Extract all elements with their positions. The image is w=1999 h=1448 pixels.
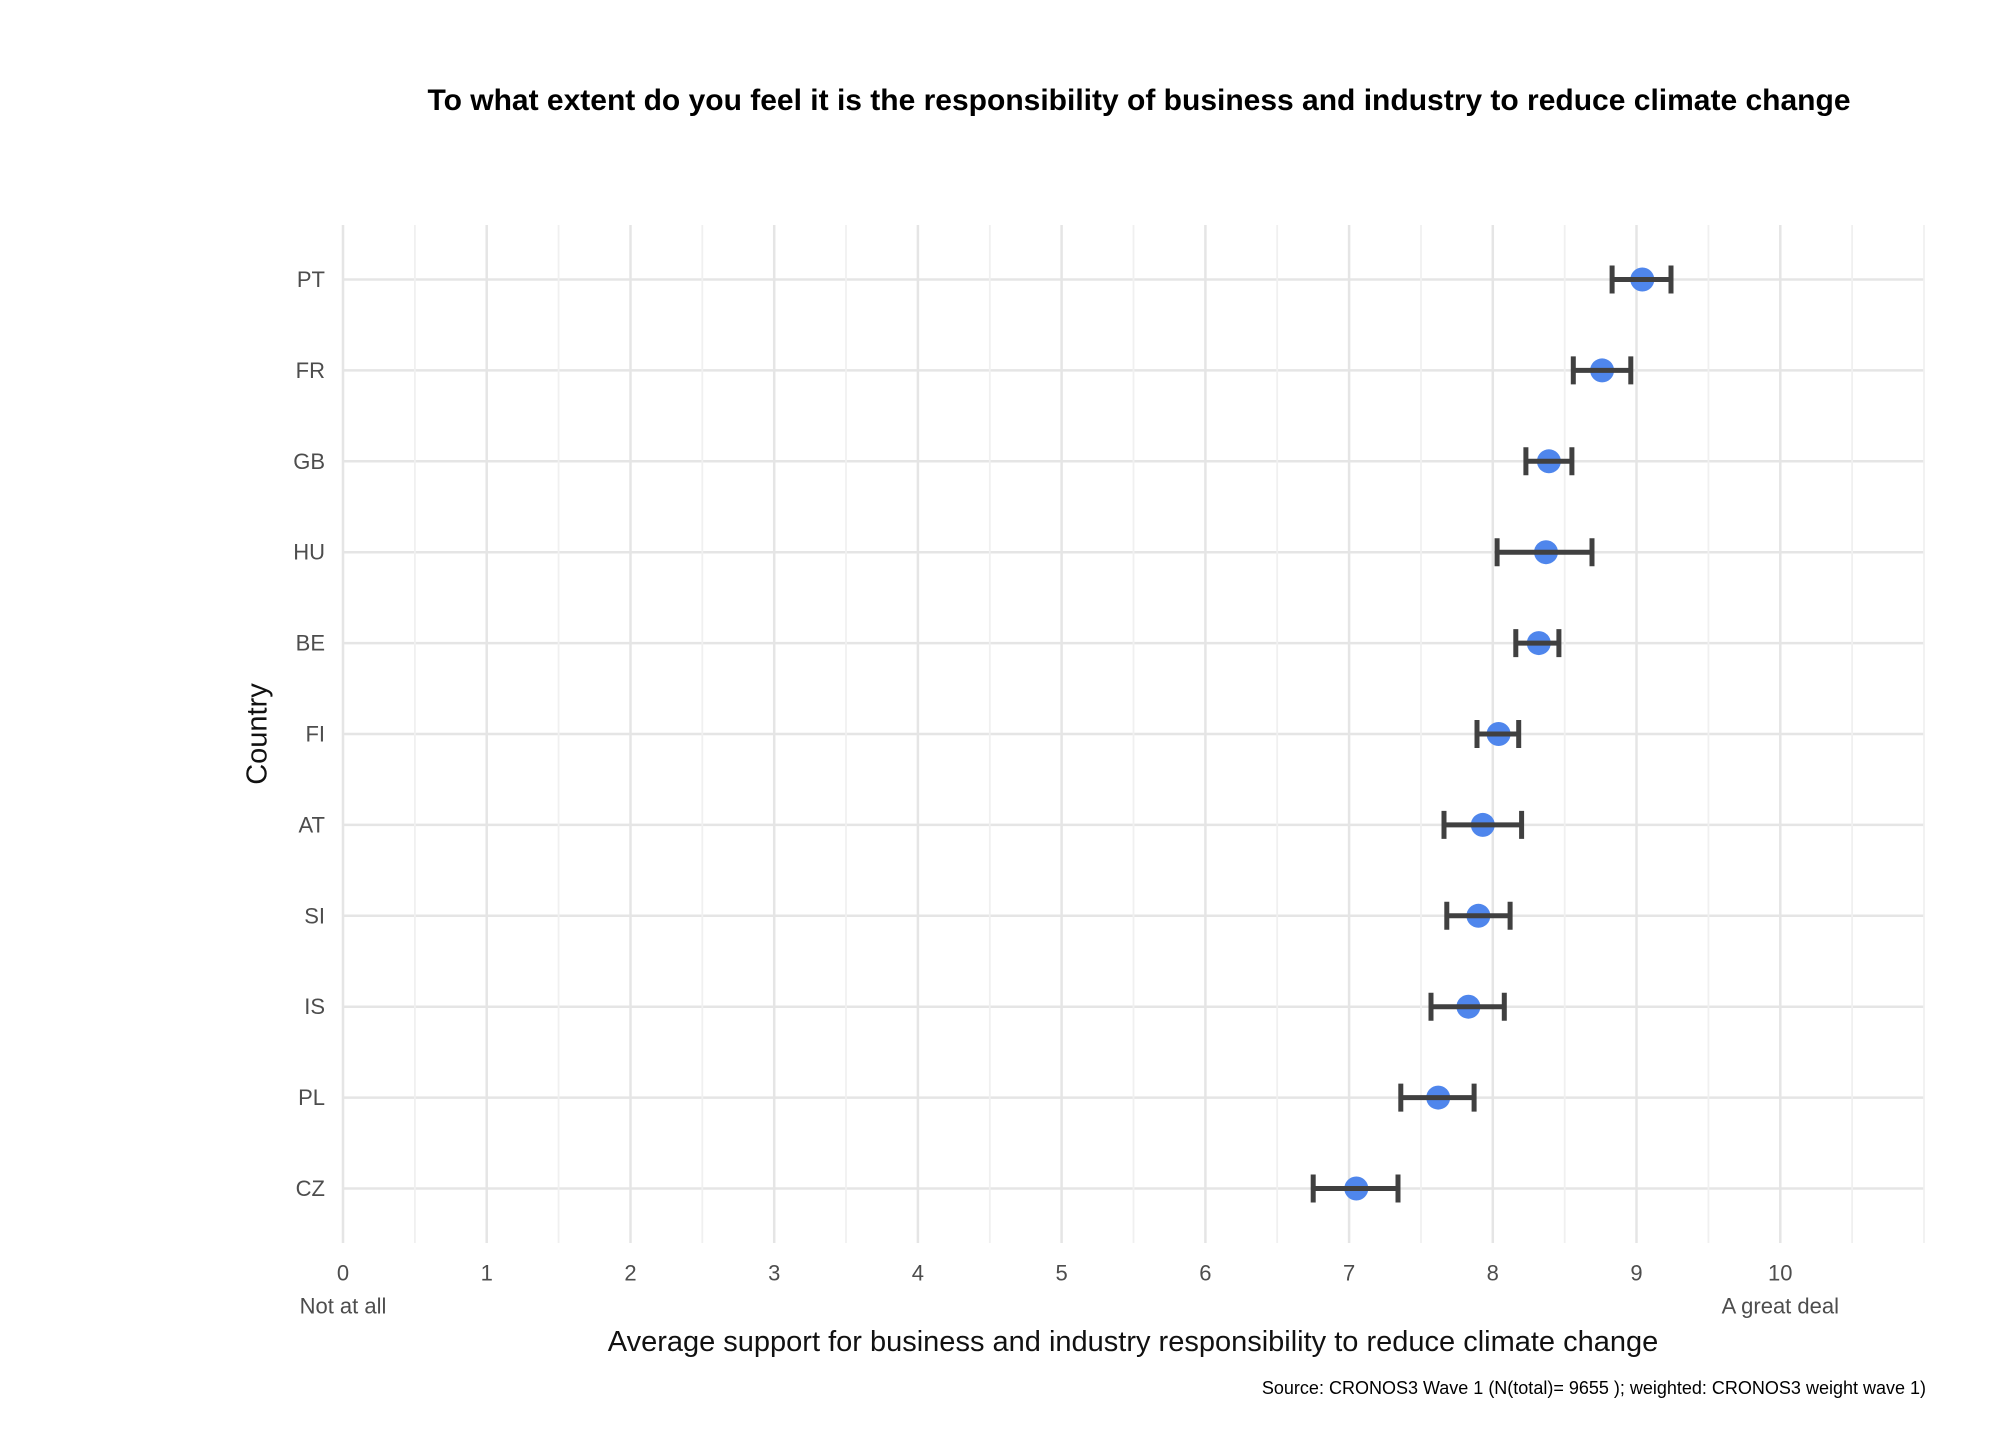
error-bar-HU [1494,538,1595,567]
y-tick-label-FR: FR [296,358,325,383]
error-bar-PT [1609,265,1674,294]
x-tick-label-6: 6 [1199,1261,1211,1286]
y-tick-label-GB: GB [293,449,325,474]
error-bar-FI [1474,720,1522,748]
x-tick-label-8: 8 [1487,1261,1499,1286]
x-tick-label-2: 2 [624,1261,636,1286]
y-tick-label-PL: PL [298,1085,325,1110]
error-bar-SI [1444,901,1513,930]
y-tick-label-SI: SI [304,903,325,928]
y-tick-label-FI: FI [305,722,325,747]
y-axis-title: Country [241,683,274,785]
error-bar-AT [1441,810,1525,839]
x-tick-label-0: 0 [337,1261,349,1286]
y-tick-label-AT: AT [299,812,325,837]
chart-title: To what extent do you feel it is the res… [427,84,1851,117]
x-tick-label-4: 4 [912,1261,924,1286]
x-tick-label-5: 5 [1055,1261,1067,1286]
y-tick-label-PT: PT [297,267,325,292]
x-tick-label-9: 9 [1630,1261,1642,1286]
series-average-support [1310,265,1674,1203]
x-tick-label-7: 7 [1343,1261,1355,1286]
x-anchor-label-high: A great deal [1722,1294,1839,1319]
x-tick-label-1: 1 [481,1261,493,1286]
error-bar-PL [1398,1083,1477,1112]
source-note: Source: CRONOS3 Wave 1 (N(total)= 9655 )… [1261,1378,1926,1398]
error-bar-BE [1513,629,1562,658]
x-axis-tick-labels: 0 1 2 3 4 5 6 7 8 9 10 Not at all A great deal [300,1261,1839,1319]
error-bar-IS [1428,992,1507,1021]
x-anchor-label-low: Not at all [300,1294,387,1319]
y-tick-label-HU: HU [293,540,325,565]
error-bar-GB [1523,447,1575,476]
x-tick-label-10: 10 [1768,1261,1792,1286]
error-bar-FR [1570,356,1634,385]
x-tick-label-3: 3 [768,1261,780,1286]
x-axis-title: Average support for business and industr… [607,1326,1659,1358]
y-tick-label-BE: BE [296,631,325,656]
y-tick-label-IS: IS [304,994,325,1019]
error-bar-CZ [1310,1174,1401,1203]
y-tick-label-CZ: CZ [296,1176,325,1201]
gridlines [341,225,1925,1243]
y-axis-tick-labels: PT FR GB HU BE FI AT SI IS PL CZ [293,267,325,1201]
